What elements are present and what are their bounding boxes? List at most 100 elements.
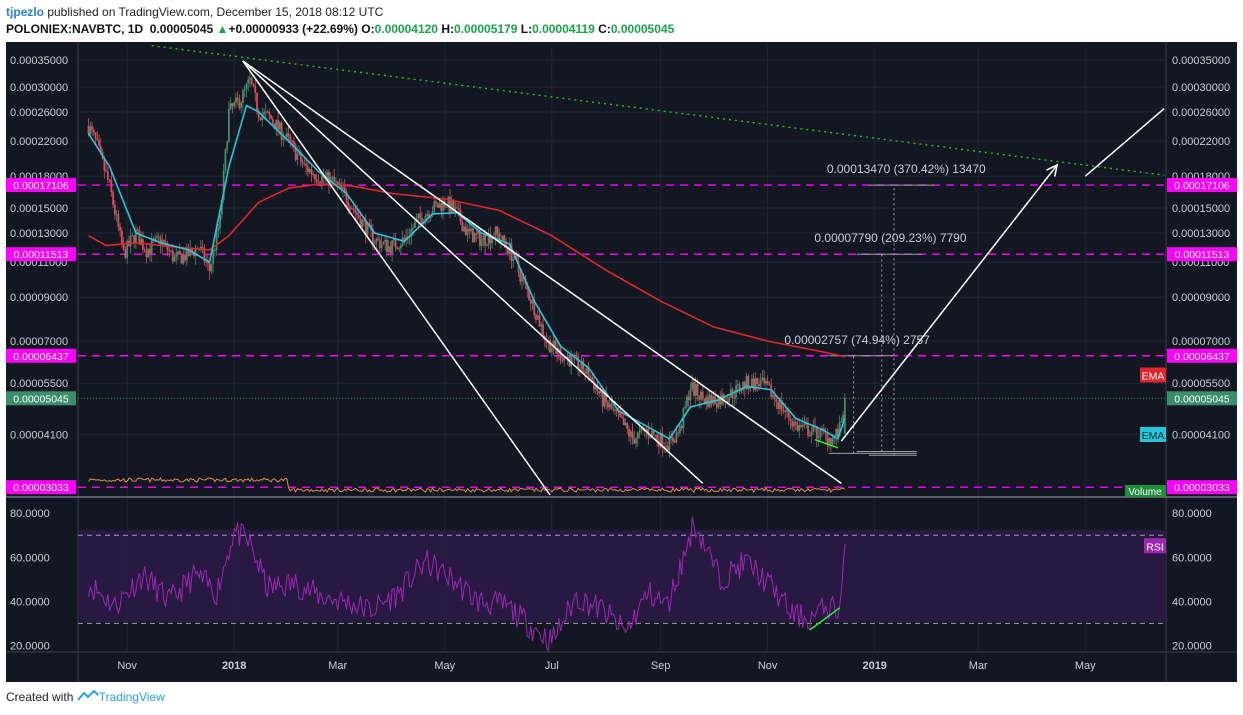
candle-body bbox=[573, 354, 576, 356]
candle-body bbox=[638, 429, 641, 433]
candle-body bbox=[566, 357, 569, 359]
candle-body bbox=[842, 414, 845, 422]
tradingview-link[interactable]: TradingView bbox=[98, 690, 165, 704]
rsi-tick-right: 40.0000 bbox=[1172, 596, 1212, 608]
candle-body bbox=[622, 418, 625, 426]
level-tags: 0.00017106 0.00017106 0.00011513 0.00011513… bbox=[6, 178, 1237, 495]
candle-body bbox=[226, 141, 229, 150]
candle-body bbox=[661, 433, 664, 448]
candle-body bbox=[480, 239, 483, 246]
tradingview-logo-icon bbox=[76, 689, 99, 704]
candle-body bbox=[243, 88, 246, 91]
candle-body bbox=[113, 204, 116, 215]
candle-body bbox=[445, 207, 448, 209]
candle-body bbox=[380, 243, 383, 248]
candle-body bbox=[187, 247, 190, 257]
candle-body bbox=[294, 144, 297, 160]
candle-body bbox=[163, 240, 165, 243]
candle-body bbox=[117, 214, 120, 227]
candle-body bbox=[231, 103, 234, 107]
candle-body bbox=[594, 386, 597, 390]
volume-tag-text: Volume bbox=[1128, 487, 1162, 498]
candle-body bbox=[131, 235, 134, 237]
candle-body bbox=[180, 253, 183, 264]
volume-line bbox=[88, 477, 846, 493]
candle-body bbox=[233, 102, 236, 107]
candle-body bbox=[487, 233, 490, 246]
candle-body bbox=[757, 384, 760, 387]
candle-body bbox=[475, 233, 478, 235]
candle-body bbox=[759, 379, 762, 387]
candle-body bbox=[185, 247, 188, 261]
candle-body bbox=[319, 182, 322, 184]
chart-area[interactable]: 0.00002757 (74.94%) 2757 0.00007790 (209.… bbox=[6, 42, 1237, 682]
candle-body bbox=[768, 384, 771, 386]
candle-body bbox=[698, 395, 701, 400]
candle-body bbox=[171, 250, 174, 262]
candle-body bbox=[124, 249, 127, 259]
author-link[interactable]: tjpezlo bbox=[6, 5, 44, 19]
candle-body bbox=[610, 404, 613, 410]
rsi-band-fill bbox=[78, 530, 1166, 622]
candle-body bbox=[108, 179, 111, 181]
candle-body bbox=[838, 422, 841, 437]
candle-body bbox=[338, 183, 341, 185]
candle-body bbox=[582, 360, 585, 372]
candle-body bbox=[357, 214, 360, 219]
symbol-name[interactable]: POLONIEX:NAVBTC, 1D bbox=[6, 22, 144, 36]
rsi-axis[interactable]: 80.0000 80.0000 60.0000 60.0000 40.0000 40.00… bbox=[10, 508, 1212, 652]
candle-body bbox=[600, 389, 602, 394]
candle-body bbox=[601, 389, 604, 407]
candle-body bbox=[689, 389, 692, 401]
y-tick-right: 0.00004100 bbox=[1172, 430, 1230, 442]
candle-body bbox=[264, 111, 267, 113]
candle-body bbox=[306, 166, 309, 173]
level-tag-right-text: 0.00017106 bbox=[1174, 180, 1230, 192]
candle-body bbox=[384, 239, 386, 242]
candle-body bbox=[764, 380, 767, 384]
candle-body bbox=[561, 360, 564, 362]
candle-body bbox=[545, 339, 548, 344]
level-tag-left bbox=[6, 348, 76, 363]
price-change: +0.00000933 (+22.69%) bbox=[228, 22, 358, 36]
candle-body bbox=[703, 398, 706, 405]
candle-body bbox=[831, 438, 834, 445]
ema-fast-line bbox=[87, 104, 846, 440]
level-tag-left-text: 0.00003033 bbox=[13, 482, 69, 494]
candle-body bbox=[684, 406, 687, 409]
candle-body bbox=[736, 384, 739, 386]
candle-body bbox=[550, 348, 553, 353]
long-term-trendline bbox=[151, 44, 1165, 176]
candle-body bbox=[798, 425, 801, 431]
candle-body bbox=[468, 228, 471, 232]
candle-body bbox=[301, 161, 304, 164]
level-tag-left-text: 0.00017106 bbox=[13, 180, 69, 192]
candle-body bbox=[278, 122, 281, 130]
candle-body bbox=[249, 77, 251, 80]
candle-body bbox=[471, 228, 474, 243]
candle-body bbox=[387, 246, 390, 253]
candle-body bbox=[563, 356, 565, 361]
low-label: L: bbox=[520, 22, 533, 36]
candle-body bbox=[145, 250, 148, 258]
chart-header: tjpezlo published on TradingView.com, De… bbox=[0, 0, 1243, 40]
high-label: H: bbox=[441, 22, 454, 36]
candle-body bbox=[206, 261, 209, 263]
candle-body bbox=[666, 446, 669, 451]
x-axis[interactable]: Nov 2018 Mar May Jul Sep Nov 2019 Mar May bbox=[117, 660, 1096, 672]
candle-body bbox=[147, 248, 150, 258]
rsi-tick-right: 60.0000 bbox=[1172, 552, 1212, 564]
candle-body bbox=[719, 397, 722, 405]
candle-body bbox=[747, 375, 750, 389]
candle-body bbox=[143, 249, 146, 251]
candle-body bbox=[750, 378, 753, 388]
candle-body bbox=[210, 264, 213, 272]
rsi-tick-left: 20.0000 bbox=[10, 640, 50, 652]
candle-body bbox=[252, 83, 255, 87]
candle-body bbox=[775, 399, 778, 402]
candle-body bbox=[361, 219, 364, 228]
candle-body bbox=[168, 250, 171, 252]
target-label: 0.00007790 (209.23%) 7790 bbox=[814, 231, 966, 245]
candle-body bbox=[213, 249, 216, 251]
rsi-tick-left: 60.0000 bbox=[10, 552, 50, 564]
